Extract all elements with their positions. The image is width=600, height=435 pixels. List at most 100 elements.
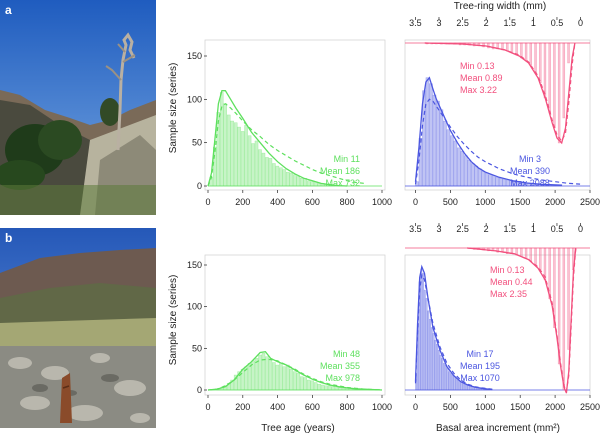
b-age-bar (272, 362, 276, 391)
a-age-bar (279, 167, 283, 187)
b-age-stat-label: Max 978 (325, 373, 360, 383)
b-age-bar (331, 386, 335, 391)
b-bai-stat-label: Min 17 (466, 349, 493, 359)
a-bai-fit-line (414, 98, 584, 185)
a-age-stat-label: Max 732 (325, 178, 360, 188)
b-bai-frame (404, 254, 591, 396)
a-bai-bar (460, 151, 465, 187)
b-bai-bar (430, 327, 433, 391)
a-bai-bar (506, 179, 510, 187)
b-age-bar (282, 366, 287, 391)
b-bai-bar (462, 383, 465, 391)
a-bai-xtick-label: 0 (413, 197, 418, 207)
a-bai-frame (404, 39, 591, 191)
b-bai-bar (420, 268, 423, 391)
b-age-bar (306, 379, 311, 391)
a-bai-bar (467, 159, 472, 187)
a-trw-bar (520, 42, 523, 59)
b-age-stat-label: Mean 355 (320, 361, 360, 371)
a-trw-stat-label: Max 3.22 (460, 85, 497, 95)
b-bai-fit-line (414, 273, 493, 390)
a-age-bar (293, 174, 297, 187)
a-bai-bar (502, 178, 507, 187)
b-age-bar (258, 354, 262, 391)
b-trw-xtick-label: 3 (436, 224, 441, 234)
b-age-ytick-label: 100 (187, 302, 202, 312)
a-trw-bar (482, 42, 485, 48)
b-age-bar (341, 388, 346, 391)
ylabel-panel-b: Sample size (series) (168, 275, 179, 366)
a-bai-bar (485, 172, 489, 187)
a-age-bar (282, 169, 287, 187)
b-trw-bar (529, 247, 532, 262)
b-bai-xtick-label: 2500 (580, 402, 600, 412)
a-bai-bar (432, 94, 437, 187)
a-age-bar (265, 157, 269, 187)
a-age-bar (223, 103, 227, 187)
b-bai-bar (478, 388, 480, 391)
a-trw-xtick-label: 0 (578, 18, 583, 28)
b-trw-bar (496, 247, 499, 253)
b-trw-fit-line (467, 247, 577, 394)
a-age-bar (226, 114, 231, 187)
a-age-xtick-label: 800 (340, 197, 355, 207)
b-trw-xtick-label: 2.5 (456, 224, 469, 234)
a-age-bar (216, 112, 220, 187)
a-age-frame (204, 39, 386, 191)
b-bai-bar (429, 318, 431, 391)
b-bai-bar (423, 289, 426, 391)
xlabel-tree-age: Tree age (years) (261, 423, 335, 434)
a-trw-xtick-label: 3.5 (409, 18, 422, 28)
a-age-ytick-label: 150 (187, 51, 202, 61)
a-trw-xtick-label: 0.5 (551, 18, 564, 28)
a-age-smooth-line (207, 90, 348, 187)
photo-b (0, 228, 156, 428)
a-trw-bar (539, 42, 542, 84)
b-age-bar (320, 384, 325, 391)
b-trw-bar (506, 247, 509, 255)
xlabel-bai: Basal area increment (mm²) (436, 423, 560, 434)
b-bai-bar (439, 354, 442, 391)
b-bai-bar (464, 383, 466, 391)
b-bai-bar (455, 378, 458, 391)
b-bai-bar (444, 364, 447, 391)
a-age-fit-line (207, 102, 365, 187)
b-trw-bar (557, 247, 561, 365)
a-bai-bar (471, 163, 475, 187)
b-trw-xtick-label: 0.5 (551, 224, 564, 234)
b-bai-bar (457, 379, 459, 391)
b-bai-bar (451, 374, 454, 391)
b-age-stat-label: Min 48 (333, 349, 360, 359)
ylabel-panel-a: Sample size (series) (168, 63, 179, 154)
a-age-ytick-label: 0 (197, 181, 202, 191)
a-bai-bar (478, 168, 482, 187)
a-bai-xtick-label: 1500 (510, 197, 530, 207)
b-trw-xtick-label: 3.5 (409, 224, 422, 234)
b-age-bar (296, 373, 301, 391)
b-bai-bar (446, 368, 449, 391)
b-trw-xtick-label: 0 (578, 224, 583, 234)
a-bai-smooth-line (414, 76, 563, 186)
a-trw-bar (567, 42, 570, 64)
a-bai-bar (499, 177, 503, 187)
a-bai-bar (516, 182, 520, 187)
b-age-bar (327, 385, 332, 391)
a-bai-bar (446, 129, 451, 187)
b-bai-bar (460, 382, 463, 391)
a-bai-bar (443, 120, 447, 187)
a-age-bar (244, 125, 248, 187)
a-trw-smooth-line (424, 42, 576, 145)
a-trw-bar (529, 42, 532, 66)
b-age-xtick-label: 400 (270, 402, 285, 412)
b-bai-bar (453, 376, 456, 391)
b-trw-bar (534, 247, 537, 266)
a-age-xtick-label: 400 (270, 197, 285, 207)
b-age-bar (240, 368, 245, 391)
b-age-smooth-line (207, 350, 383, 391)
a-trw-bar (562, 42, 566, 119)
a-age-bar (237, 126, 241, 187)
b-age-bar (275, 364, 280, 391)
b-bai-bar (434, 339, 437, 391)
a-age-bar (233, 122, 238, 187)
